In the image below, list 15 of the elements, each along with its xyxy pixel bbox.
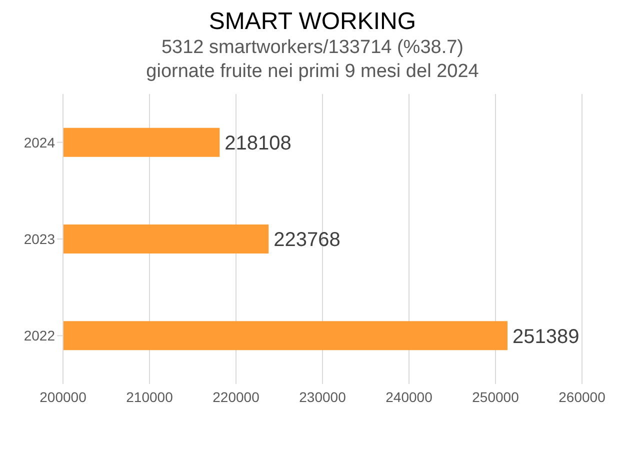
x-tick-label: 250000	[472, 388, 520, 405]
x-tick-label: 220000	[212, 388, 260, 405]
x-tick-label: 210000	[126, 388, 174, 405]
chart-subtitle: 5312 smartworkers/133714 (%38.7) giornate fruite nei primi 9 mesi del 2024	[145, 36, 480, 84]
y-tick-label: 2022	[24, 328, 56, 344]
data-label: 251389	[512, 326, 580, 348]
x-tick-label: 260000	[558, 388, 606, 405]
x-tick-label: 200000	[40, 388, 87, 405]
data-label: 218108	[224, 132, 292, 154]
data-label: 223768	[274, 229, 340, 252]
y-tick-label: 2024	[24, 134, 56, 150]
x-tick-label: 230000	[299, 388, 346, 405]
chart-title: SMART WORKING	[208, 8, 418, 36]
x-tick-label: 240000	[386, 388, 433, 405]
y-tick-label: 2023	[24, 230, 56, 247]
